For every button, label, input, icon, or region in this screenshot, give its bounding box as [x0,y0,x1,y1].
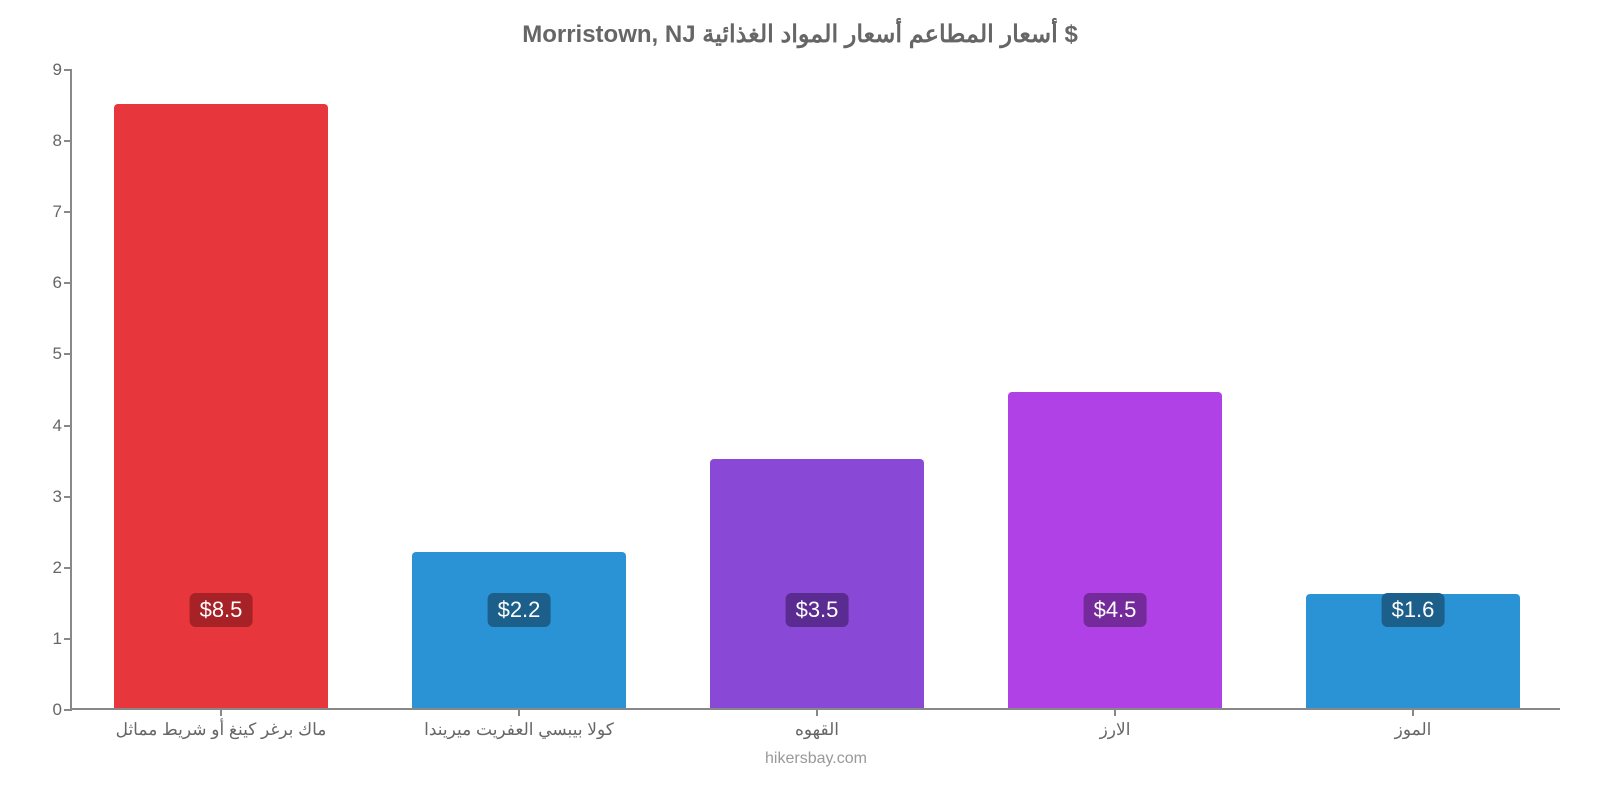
y-tick-mark [64,211,72,213]
x-tick-label: كولا بيبسي العفريت ميريندا [424,708,614,740]
chart-title: Morristown, NJ أسعار المطاعم أسعار الموا… [20,20,1580,49]
bar [1008,392,1223,708]
bar-value-label: $4.5 [1084,593,1147,627]
bar [710,459,925,708]
y-tick-mark [64,425,72,427]
y-tick-mark [64,709,72,711]
bar [412,552,627,708]
y-tick-mark [64,496,72,498]
y-tick-mark [64,282,72,284]
bar-value-label: $8.5 [190,593,253,627]
plot-region: 0123456789ماك برغر كينغ أو شريط مماثل$8.… [70,70,1560,710]
y-tick-mark [64,638,72,640]
price-bar-chart: Morristown, NJ أسعار المطاعم أسعار الموا… [20,20,1580,780]
x-tick-label: الموز [1395,708,1432,740]
y-tick-mark [64,353,72,355]
x-tick-label: الارز [1100,708,1131,740]
y-tick-mark [64,567,72,569]
y-tick-mark [64,140,72,142]
x-tick-label: القهوه [795,708,839,740]
x-tick-label: ماك برغر كينغ أو شريط مماثل [116,708,327,740]
bar-value-label: $1.6 [1382,593,1445,627]
chart-footer: hikersbay.com [765,750,867,768]
y-tick-mark [64,69,72,71]
bar-value-label: $3.5 [786,593,849,627]
bar-value-label: $2.2 [488,593,551,627]
